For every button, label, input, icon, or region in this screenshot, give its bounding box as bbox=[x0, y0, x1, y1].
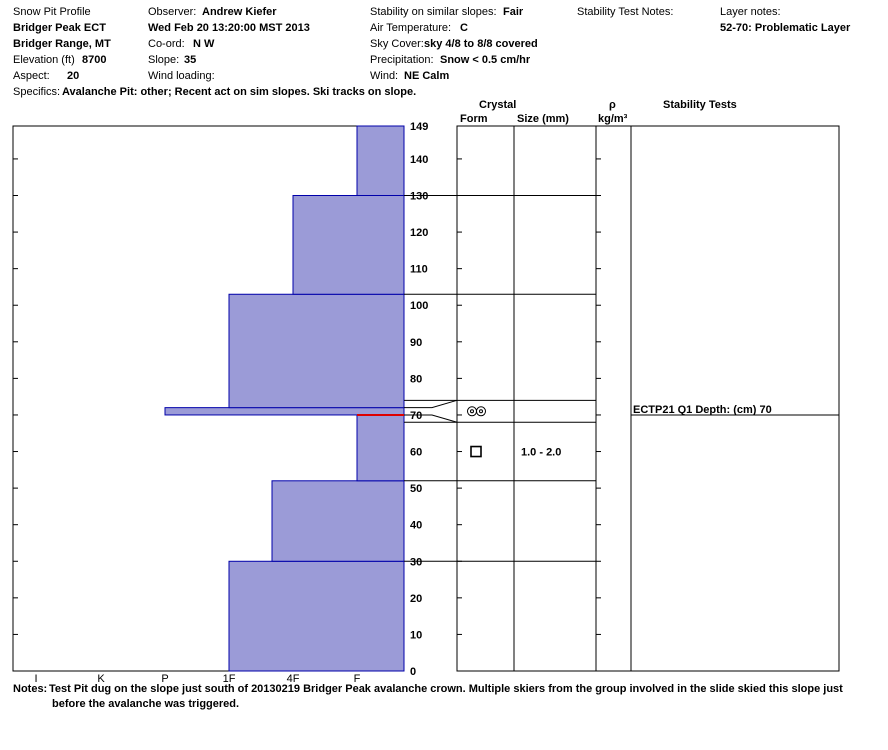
stability-notes-label: Stability Test Notes: bbox=[577, 6, 674, 18]
hardness-bar bbox=[228, 293, 405, 409]
y-tick-label: 149 bbox=[410, 121, 428, 133]
layer-table-frame bbox=[456, 125, 840, 672]
y-tick-label: 130 bbox=[410, 190, 428, 202]
stability-test-label: ECTP21 Q1 Depth: (cm) 70 bbox=[633, 404, 772, 416]
hardness-bar bbox=[356, 414, 405, 482]
sky-value: sky 4/8 to 8/8 covered bbox=[424, 38, 538, 50]
notes-label: Notes: bbox=[13, 683, 48, 695]
crystal-size-label: 1.0 - 2.0 bbox=[521, 447, 561, 459]
layer-notes-value: 52-70: Problematic Layer bbox=[720, 22, 851, 34]
observer-label: Observer: bbox=[148, 6, 197, 18]
y-tick-label: 90 bbox=[410, 337, 422, 349]
size-header: Size (mm) bbox=[517, 113, 569, 125]
y-tick-label: 60 bbox=[410, 447, 422, 459]
y-tick-label: 10 bbox=[410, 629, 422, 641]
specifics-label: Specifics: bbox=[13, 86, 61, 98]
y-tick-label: 20 bbox=[410, 593, 422, 605]
y-tick-label: 80 bbox=[410, 373, 422, 385]
density-unit-header: kg/m³ bbox=[598, 113, 628, 125]
aspect-value: 20 bbox=[67, 70, 80, 82]
notes-line-1: Test Pit dug on the slope just south of … bbox=[49, 683, 843, 695]
elevation-value: 8700 bbox=[82, 54, 107, 66]
notes-line-2: before the avalanche was triggered. bbox=[52, 698, 240, 710]
layer-connector bbox=[404, 414, 458, 423]
x-tick-label: 1F bbox=[223, 673, 236, 685]
hardness-bar bbox=[164, 407, 405, 416]
stability-label: Stability on similar slopes: bbox=[370, 6, 497, 18]
datetime: Wed Feb 20 13:20:00 MST 2013 bbox=[148, 22, 310, 34]
y-tick-label: 0 bbox=[410, 666, 416, 678]
aspect-label: Aspect: bbox=[13, 70, 50, 82]
hardness-bar bbox=[271, 480, 405, 562]
y-tick-label: 30 bbox=[410, 556, 422, 568]
observer-value: Andrew Kiefer bbox=[202, 6, 277, 18]
rounded-grains-icon bbox=[479, 409, 483, 414]
wind-label: Wind: bbox=[370, 70, 399, 82]
coord-value: N W bbox=[193, 38, 215, 50]
y-tick-label: 70 bbox=[410, 410, 422, 422]
y-tick-label: 50 bbox=[410, 483, 422, 495]
precip-value: Snow < 0.5 cm/hr bbox=[440, 54, 531, 66]
rho-header: ρ bbox=[609, 99, 616, 111]
air-temp-value: C bbox=[460, 22, 468, 34]
wind-loading-label: Wind loading: bbox=[148, 70, 215, 82]
precip-label: Precipitation: bbox=[370, 54, 434, 66]
slope-value: 35 bbox=[184, 54, 197, 66]
rounded-grains-icon bbox=[470, 409, 474, 414]
crystal-header: Crystal bbox=[479, 99, 517, 111]
x-tick-label: I bbox=[34, 673, 37, 685]
y-tick-label: 110 bbox=[410, 264, 428, 276]
layer-notes-label: Layer notes: bbox=[720, 6, 781, 18]
site-name: Bridger Peak ECT bbox=[13, 22, 106, 34]
air-temp-label: Air Temperature: bbox=[370, 22, 452, 34]
profile-label: Snow Pit Profile bbox=[13, 6, 91, 18]
y-tick-label: 100 bbox=[410, 300, 428, 312]
sky-label: Sky Cover: bbox=[370, 38, 424, 50]
x-tick-label: 4F bbox=[287, 673, 300, 685]
coord-label: Co-ord: bbox=[148, 38, 185, 50]
x-tick-label: P bbox=[161, 673, 168, 685]
faceted-square-icon bbox=[470, 445, 482, 458]
y-tick-label: 40 bbox=[410, 520, 422, 532]
rounded-grains-icon bbox=[476, 406, 486, 417]
hardness-bar bbox=[292, 194, 405, 295]
y-tick-label: 140 bbox=[410, 154, 428, 166]
y-tick-label: 120 bbox=[410, 227, 428, 239]
hardness-bar bbox=[228, 560, 405, 672]
elevation-label: Elevation (ft) bbox=[13, 54, 75, 66]
form-header: Form bbox=[460, 113, 488, 125]
stability-tests-header: Stability Tests bbox=[663, 99, 737, 111]
x-tick-label: K bbox=[97, 673, 105, 685]
x-tick-label: F bbox=[354, 673, 361, 685]
slope-label: Slope: bbox=[148, 54, 180, 66]
rounded-grains-icon bbox=[467, 406, 477, 417]
stability-value: Fair bbox=[503, 6, 524, 18]
hardness-bar bbox=[356, 125, 405, 196]
layer-connector bbox=[404, 399, 458, 409]
wind-value: NE Calm bbox=[404, 70, 450, 82]
specifics-value: Avalanche Pit: other; Recent act on sim … bbox=[62, 86, 417, 98]
range-name: Bridger Range, MT bbox=[13, 38, 111, 50]
